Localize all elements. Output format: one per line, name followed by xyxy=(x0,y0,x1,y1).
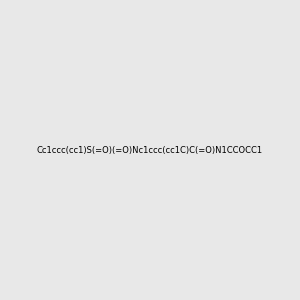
Text: Cc1ccc(cc1)S(=O)(=O)Nc1ccc(cc1C)C(=O)N1CCOCC1: Cc1ccc(cc1)S(=O)(=O)Nc1ccc(cc1C)C(=O)N1C… xyxy=(37,146,263,154)
